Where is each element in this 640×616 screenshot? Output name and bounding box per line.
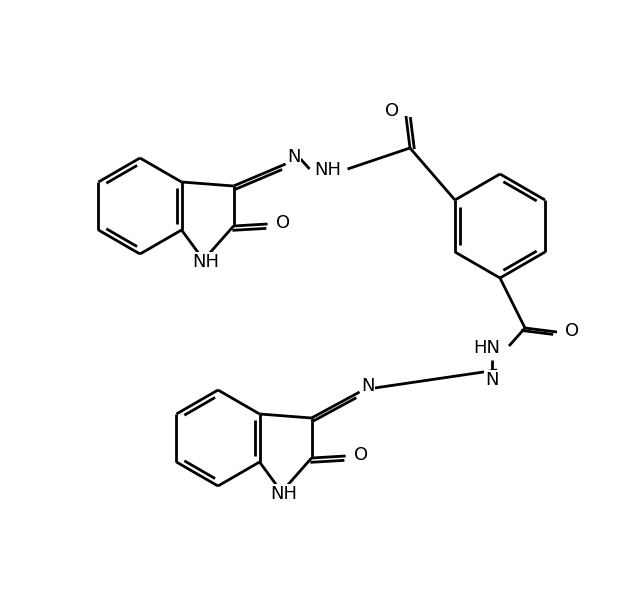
Text: HN: HN [474,339,500,357]
Text: NH: NH [270,485,297,503]
Text: O: O [565,322,579,340]
Text: N: N [485,371,499,389]
Text: O: O [385,102,399,120]
Text: O: O [275,214,290,232]
Text: N: N [361,377,374,395]
Text: N: N [287,148,300,166]
Text: NH: NH [314,161,341,179]
Text: NH: NH [192,253,219,271]
Text: O: O [353,446,367,464]
